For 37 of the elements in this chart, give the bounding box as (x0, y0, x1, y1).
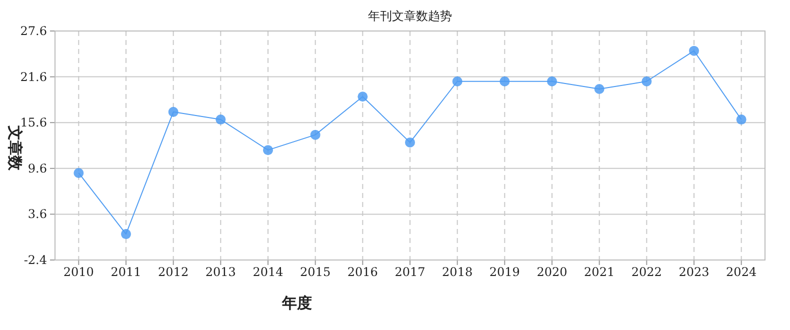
y-tick-label: 9.6 (28, 161, 47, 176)
y-tick-label: 3.6 (28, 207, 47, 222)
point (689, 46, 699, 56)
chart-title: 年刊文章数趋势 (368, 9, 452, 23)
point (736, 114, 746, 125)
x-tick-label: 2013 (205, 265, 236, 279)
x-tick-label: 2023 (678, 265, 710, 279)
point (500, 76, 510, 86)
point (168, 106, 178, 117)
point (74, 168, 84, 178)
point (642, 76, 652, 86)
x-tick-label: 2014 (252, 265, 284, 279)
point (263, 145, 273, 156)
x-tick-label: 2012 (158, 265, 189, 279)
y-tick-label: -2.4 (24, 253, 48, 267)
x-tick-label: 2024 (726, 265, 757, 279)
x-tick-label: 2015 (300, 265, 331, 279)
point (405, 137, 415, 148)
point (121, 229, 131, 240)
x-tick-label: 2010 (63, 265, 94, 279)
x-tick-label: 2018 (442, 265, 473, 279)
point (310, 130, 320, 140)
x-tick-label: 2021 (584, 265, 615, 279)
y-tick-label: 21.6 (20, 70, 47, 84)
x-tick-label: 2022 (631, 265, 662, 279)
point (216, 114, 226, 125)
y-tick-label: 27.6 (20, 24, 47, 38)
x-tick-label: 2020 (536, 265, 568, 279)
x-tick-label: 2011 (110, 265, 142, 279)
point (358, 92, 368, 102)
x-tick-label: 2016 (347, 265, 378, 279)
point (594, 84, 604, 94)
x-tick-label: 2019 (489, 265, 520, 279)
point (547, 76, 557, 86)
point (452, 76, 462, 86)
x-tick-label: 2017 (394, 265, 426, 279)
x-axis-title: 年度 (281, 294, 312, 312)
